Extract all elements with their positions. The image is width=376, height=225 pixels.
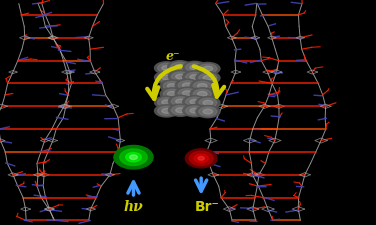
Ellipse shape <box>193 90 211 99</box>
Text: Br⁻: Br⁻ <box>194 199 219 213</box>
Circle shape <box>190 152 213 166</box>
Ellipse shape <box>155 63 179 75</box>
Circle shape <box>126 153 141 162</box>
Ellipse shape <box>163 82 181 91</box>
Ellipse shape <box>155 72 179 84</box>
Ellipse shape <box>162 76 171 81</box>
Ellipse shape <box>196 97 220 109</box>
Ellipse shape <box>190 109 200 114</box>
Ellipse shape <box>186 73 204 82</box>
Ellipse shape <box>167 92 177 97</box>
Ellipse shape <box>175 65 185 70</box>
Circle shape <box>185 149 217 168</box>
Ellipse shape <box>196 72 220 85</box>
Ellipse shape <box>160 88 184 101</box>
Circle shape <box>130 155 137 160</box>
Ellipse shape <box>199 99 217 108</box>
Text: hν: hν <box>124 199 143 213</box>
Ellipse shape <box>171 106 190 115</box>
Ellipse shape <box>176 99 185 104</box>
Ellipse shape <box>168 61 192 74</box>
Ellipse shape <box>190 88 214 101</box>
Ellipse shape <box>155 105 179 117</box>
Ellipse shape <box>199 108 217 117</box>
Ellipse shape <box>162 109 171 114</box>
Ellipse shape <box>193 82 211 91</box>
Ellipse shape <box>158 74 176 83</box>
Circle shape <box>198 157 204 160</box>
Ellipse shape <box>182 91 192 96</box>
Ellipse shape <box>158 64 176 73</box>
Ellipse shape <box>186 107 204 116</box>
Circle shape <box>194 154 208 163</box>
Ellipse shape <box>190 100 200 105</box>
Ellipse shape <box>199 65 217 74</box>
Ellipse shape <box>158 107 176 116</box>
Ellipse shape <box>171 63 189 72</box>
Ellipse shape <box>171 97 190 106</box>
Ellipse shape <box>203 101 213 106</box>
Ellipse shape <box>167 84 177 89</box>
Ellipse shape <box>182 83 192 88</box>
Ellipse shape <box>171 73 190 82</box>
Ellipse shape <box>197 92 207 97</box>
Ellipse shape <box>183 96 207 108</box>
Ellipse shape <box>183 105 207 117</box>
Ellipse shape <box>168 71 193 83</box>
Ellipse shape <box>163 90 181 99</box>
Ellipse shape <box>160 81 184 93</box>
Ellipse shape <box>196 63 220 75</box>
Circle shape <box>120 149 147 166</box>
Ellipse shape <box>186 64 204 73</box>
Ellipse shape <box>203 76 213 81</box>
Ellipse shape <box>190 75 200 80</box>
Ellipse shape <box>158 98 176 107</box>
Ellipse shape <box>183 72 207 84</box>
Ellipse shape <box>183 62 207 74</box>
Ellipse shape <box>168 96 193 108</box>
Ellipse shape <box>168 105 193 117</box>
Ellipse shape <box>203 67 213 72</box>
Circle shape <box>114 146 153 169</box>
Text: e⁻: e⁻ <box>166 50 180 63</box>
Ellipse shape <box>155 97 179 109</box>
Ellipse shape <box>175 80 199 92</box>
Ellipse shape <box>186 98 204 107</box>
Ellipse shape <box>190 66 200 71</box>
Ellipse shape <box>199 74 217 83</box>
Ellipse shape <box>190 81 214 93</box>
Ellipse shape <box>176 108 185 113</box>
Ellipse shape <box>178 89 196 98</box>
Ellipse shape <box>175 88 199 100</box>
Ellipse shape <box>162 66 171 71</box>
Ellipse shape <box>178 81 196 90</box>
Ellipse shape <box>176 75 185 80</box>
Ellipse shape <box>162 100 171 105</box>
Ellipse shape <box>196 106 220 118</box>
Ellipse shape <box>197 84 207 89</box>
Ellipse shape <box>203 110 213 115</box>
